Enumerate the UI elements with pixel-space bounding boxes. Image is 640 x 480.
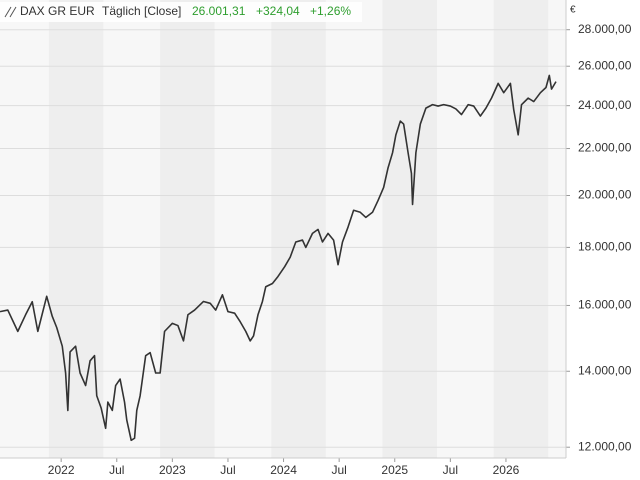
legend-last: 26.001,31 (192, 4, 246, 18)
x-tick-label: Jul (220, 463, 235, 477)
x-tick-label: Jul (443, 463, 458, 477)
legend-change-pct: +1,26% (310, 4, 351, 18)
y-tick-label: 16.000,00 (578, 298, 632, 312)
y-tick-label: 12.000,00 (578, 439, 632, 453)
y-tick-label: 14.000,00 (578, 363, 632, 377)
x-tick-label: 2025 (381, 463, 408, 477)
x-tick-label: Jul (331, 463, 346, 477)
legend-name: DAX GR EUR (20, 4, 95, 18)
x-tick-label: 2022 (48, 463, 75, 477)
line-icon (4, 6, 17, 18)
y-tick-label: 24.000,00 (578, 98, 632, 112)
price-line (0, 74, 557, 442)
y-tick-label: 26.000,00 (578, 58, 632, 72)
x-tick-label: Jul (109, 463, 124, 477)
x-tick-label: 2023 (159, 463, 186, 477)
y-tick-label: 20.000,00 (578, 188, 632, 202)
legend-interval: Täglich [Close] (102, 4, 181, 18)
x-tick-label: 2024 (270, 463, 297, 477)
y-tick-label: 22.000,00 (578, 141, 632, 155)
legend-background (0, 2, 362, 22)
period-band (382, 0, 438, 458)
y-tick-label: 28.000,00 (578, 22, 632, 36)
y-tick-label: 18.000,00 (578, 240, 632, 254)
period-band (160, 0, 215, 458)
legend-change: +324,04 (256, 4, 300, 18)
y-unit: € (570, 5, 576, 16)
period-band (48, 0, 104, 458)
period-band (271, 0, 326, 458)
x-tick-label: 2026 (493, 463, 520, 477)
period-band (493, 0, 549, 458)
